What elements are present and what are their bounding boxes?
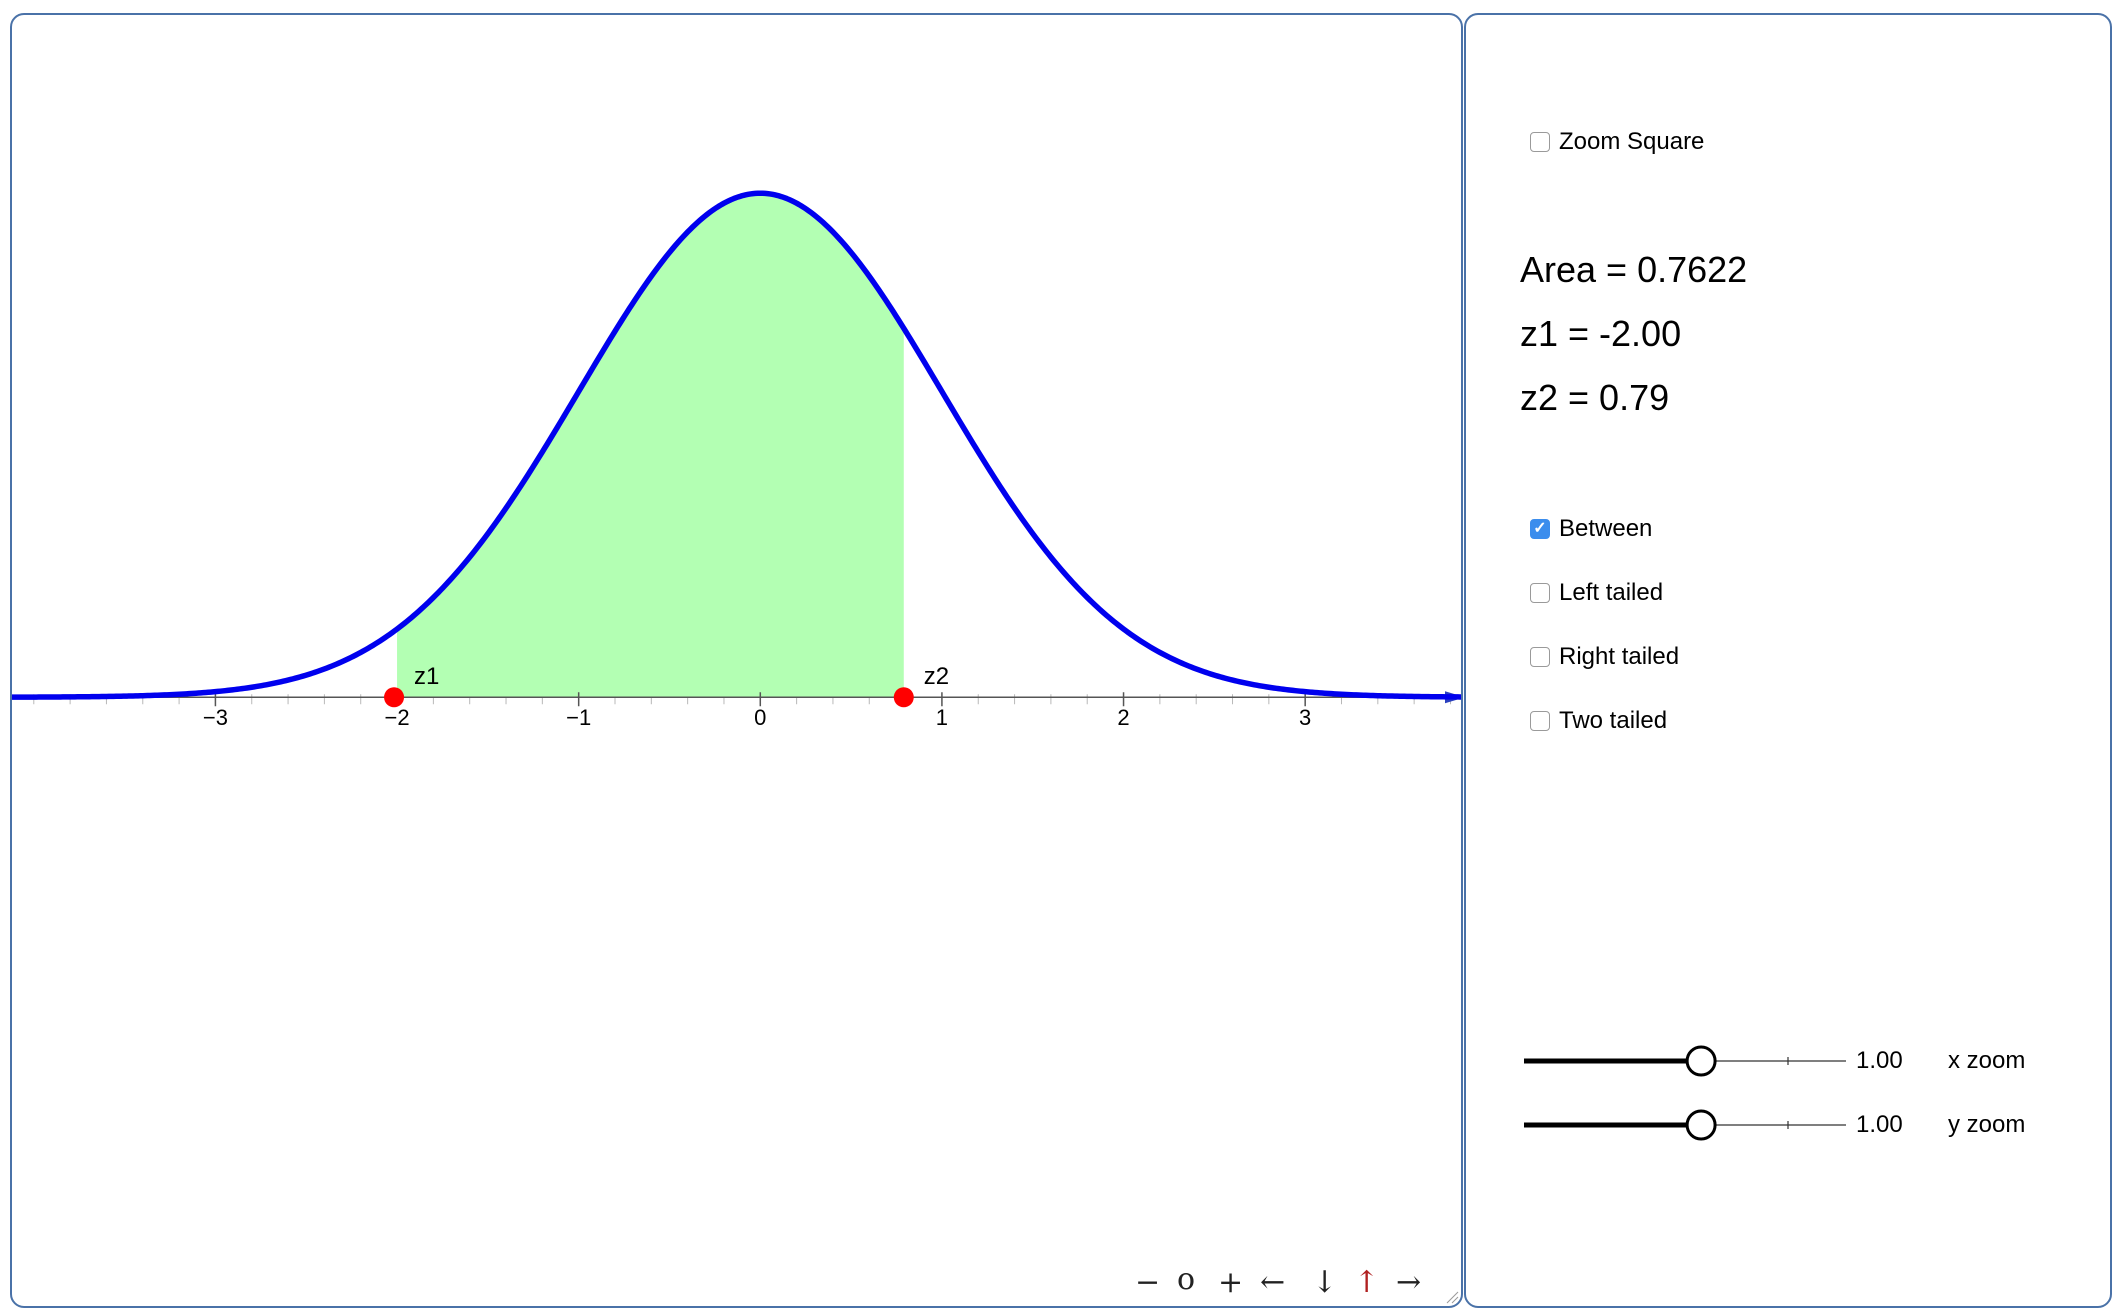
reset-view-button[interactable]: o <box>1177 1262 1196 1297</box>
point-label-z2: z2 <box>924 663 949 690</box>
x-tick-label: 3 <box>1299 705 1311 730</box>
normal-curve <box>12 190 1461 700</box>
control-panel: Zoom Square Area = 0.7622 z1 = -2.00 z2 … <box>1464 13 2112 1308</box>
graph-panel[interactable]: −3 −2 −1 0 1 2 3 z1 z2 − o + ← ↓ ↑ → <box>10 13 1463 1308</box>
zoom-out-button[interactable]: − <box>1135 1265 1161 1300</box>
normal-curve-graph[interactable]: −3 −2 −1 0 1 2 3 z1 z2 <box>12 15 1463 1308</box>
mode-right-tailed-row[interactable]: Right tailed <box>1530 642 1679 672</box>
pan-down-button[interactable]: ↓ <box>1312 1265 1338 1300</box>
x-zoom-slider[interactable] <box>1520 1041 1850 1081</box>
zoom-in-button[interactable]: + <box>1218 1265 1244 1300</box>
y-zoom-slider-row: 1.00 y zoom <box>1520 1105 2080 1145</box>
y-zoom-label: y zoom <box>1948 1111 2026 1138</box>
point-label-z1: z1 <box>414 663 439 690</box>
z1-readout: z1 = -2.00 <box>1520 313 1682 354</box>
between-checkbox[interactable]: ✓ <box>1530 519 1550 539</box>
x-tick-label: −2 <box>384 705 409 730</box>
pan-up-button[interactable]: ↑ <box>1354 1265 1380 1300</box>
x-zoom-slider-row: 1.00 x zoom <box>1520 1041 2080 1081</box>
slider-knob[interactable] <box>1685 1045 1717 1077</box>
zoom-square-checkbox[interactable] <box>1530 132 1550 152</box>
between-label: Between <box>1559 515 1653 542</box>
point-z1[interactable] <box>384 687 405 708</box>
two-tailed-checkbox[interactable] <box>1530 711 1550 731</box>
two-tailed-label: Two tailed <box>1559 707 1668 734</box>
y-zoom-value: 1.00 <box>1856 1111 1903 1138</box>
right-tailed-label: Right tailed <box>1559 643 1680 670</box>
shaded-area <box>397 193 904 698</box>
x-zoom-label: x zoom <box>1948 1047 2026 1074</box>
mode-between-row[interactable]: ✓ Between <box>1530 514 1652 544</box>
left-tailed-checkbox[interactable] <box>1530 583 1550 603</box>
mode-left-tailed-row[interactable]: Left tailed <box>1530 578 1663 608</box>
pan-left-button[interactable]: ← <box>1260 1265 1286 1300</box>
left-tailed-label: Left tailed <box>1559 579 1664 606</box>
draggable-points: z1 z2 <box>384 663 949 708</box>
pan-right-button[interactable]: → <box>1396 1265 1422 1300</box>
right-tailed-checkbox[interactable] <box>1530 647 1550 667</box>
resize-grip-icon[interactable] <box>1443 1288 1459 1304</box>
zoom-square-label: Zoom Square <box>1559 128 1705 155</box>
x-tick-label: 2 <box>1117 705 1129 730</box>
mode-two-tailed-row[interactable]: Two tailed <box>1530 706 1667 736</box>
slider-knob[interactable] <box>1685 1109 1717 1141</box>
x-tick-label: −3 <box>203 705 228 730</box>
point-z2[interactable] <box>893 687 914 708</box>
x-zoom-value: 1.00 <box>1856 1047 1903 1074</box>
x-tick-labels: −3 −2 −1 0 1 2 3 <box>203 692 1311 730</box>
z2-readout: z2 = 0.79 <box>1520 377 1670 418</box>
x-tick-label: 0 <box>754 705 766 730</box>
zoom-square-checkbox-row[interactable]: Zoom Square <box>1530 127 1704 157</box>
checkmark-icon: ✓ <box>1533 520 1547 537</box>
area-readout: Area = 0.7622 <box>1520 249 1748 290</box>
x-tick-label: 1 <box>936 705 948 730</box>
x-tick-label: −1 <box>566 705 591 730</box>
y-zoom-slider[interactable] <box>1520 1105 1850 1145</box>
